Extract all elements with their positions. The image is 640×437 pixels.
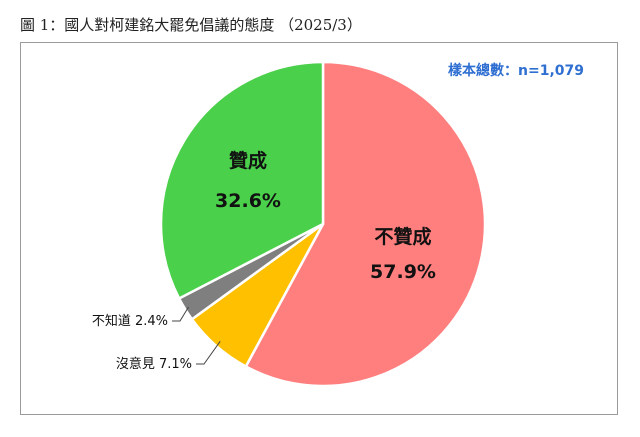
figure-caption: 圖 1：國人對柯建銘大罷免倡議的態度 （2025/3）	[20, 16, 362, 34]
leader-line-2	[172, 306, 189, 322]
pie-slice-3	[159, 60, 325, 301]
slice-labels: 不贊成 57.9% 贊成 32.6% 沒意見 7.1% 不知道 2.4%	[92, 149, 436, 372]
pie-slices	[159, 60, 487, 388]
pie-slice-0	[244, 60, 487, 388]
slice-value-0: 57.9%	[370, 261, 436, 283]
slice-label-0: 不贊成	[374, 225, 431, 248]
slice-value-3: 32.6%	[215, 190, 281, 212]
leader-line-1	[196, 341, 221, 365]
sample-size-note: 樣本總數：n=1,079	[448, 63, 584, 79]
slice-callout-2: 不知道 2.4%	[92, 313, 168, 329]
slice-label-3: 贊成	[229, 149, 267, 172]
slice-callout-1: 沒意見 7.1%	[116, 356, 192, 372]
leader-lines	[172, 306, 221, 365]
